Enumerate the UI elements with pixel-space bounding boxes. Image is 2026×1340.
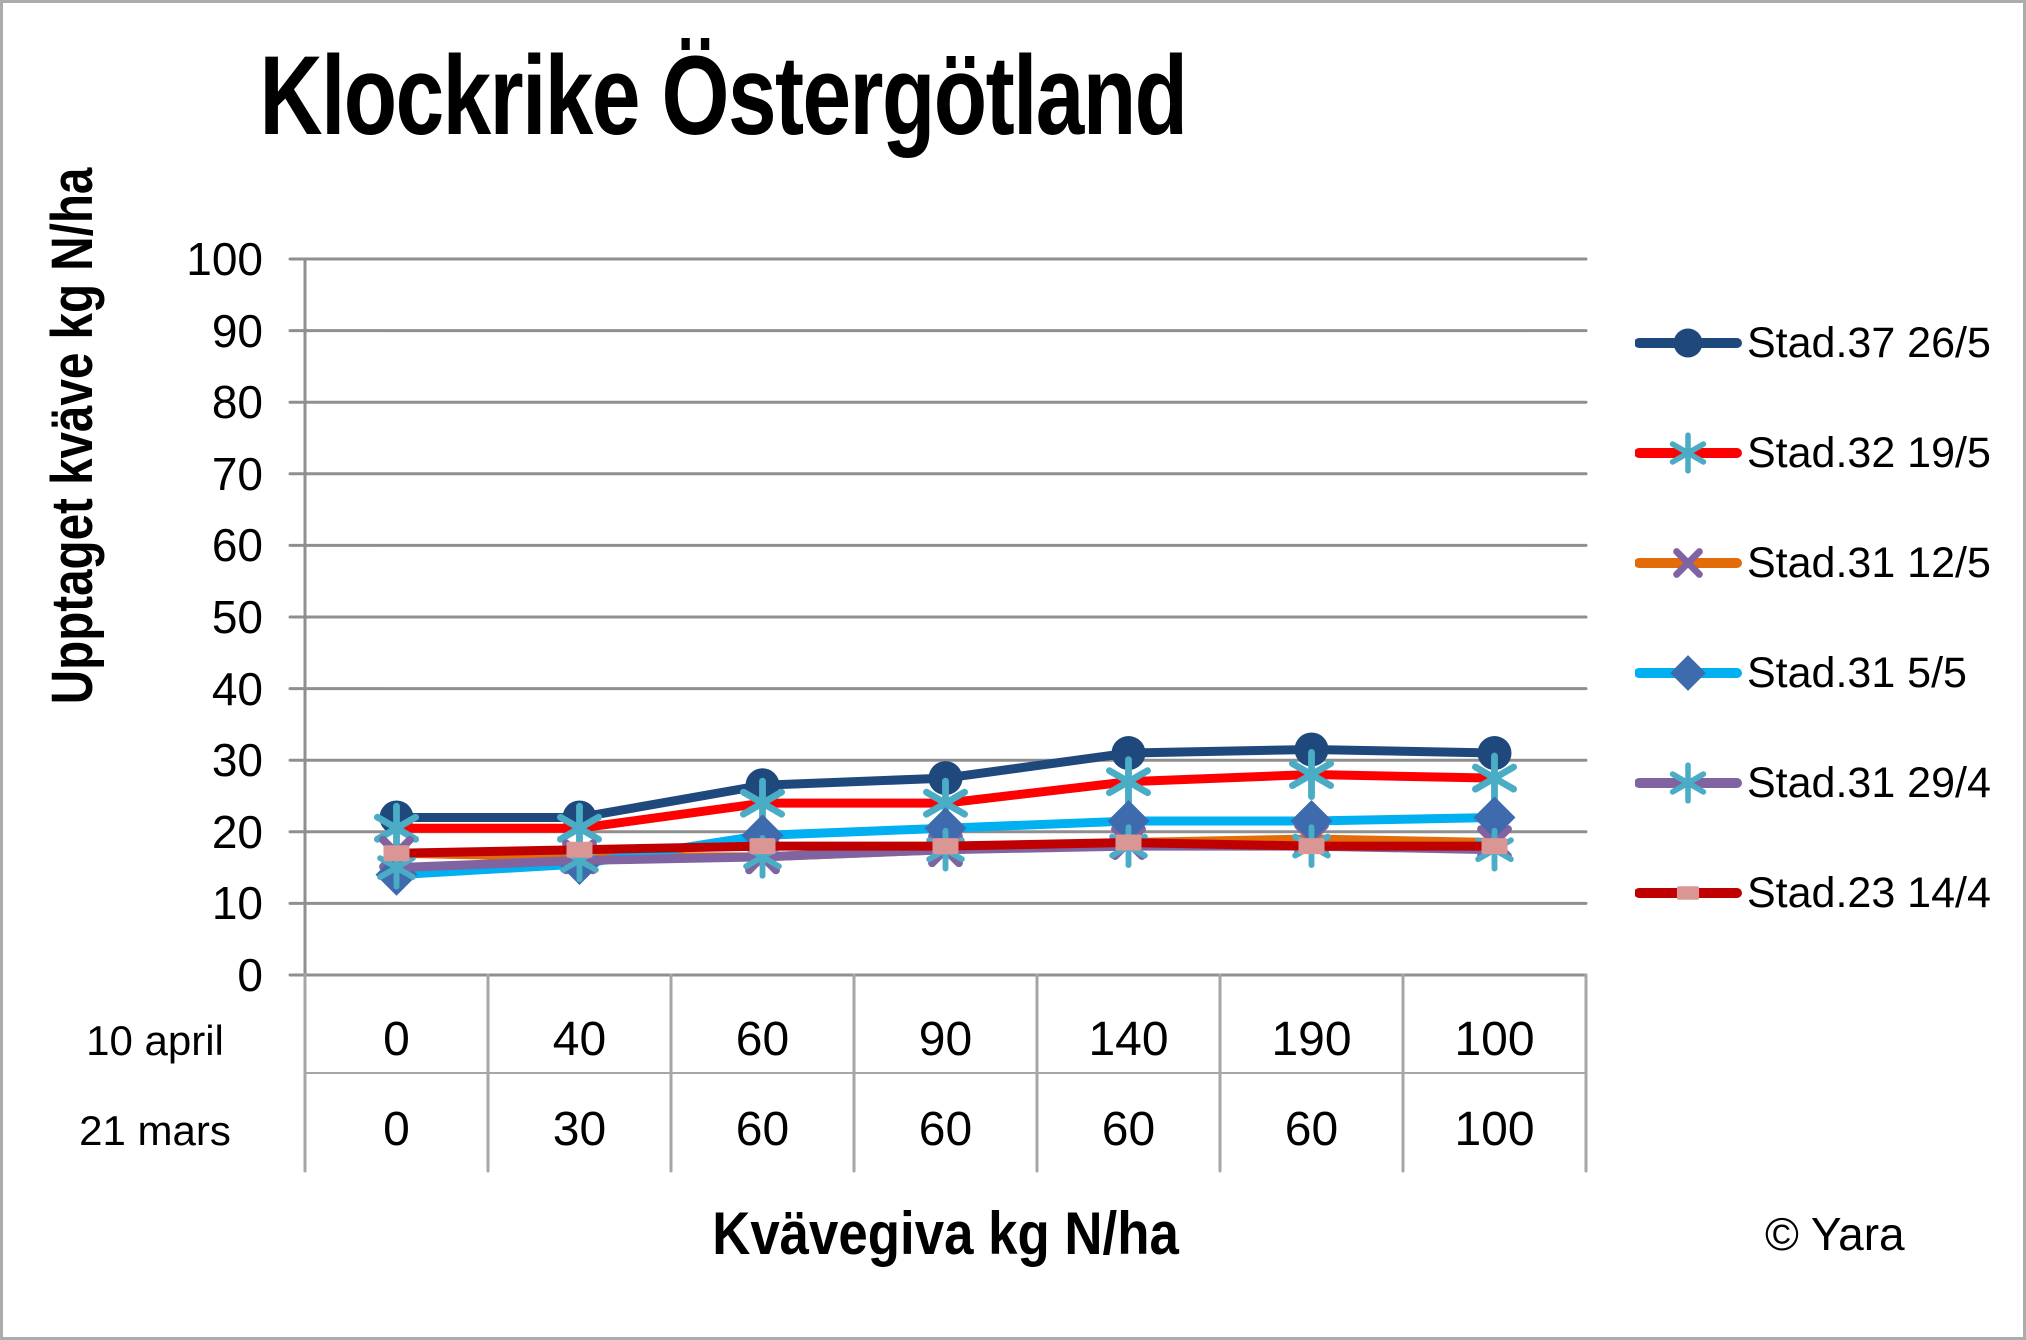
legend-item-1: Stad.32 19/5	[1635, 427, 1991, 479]
legend-key-diamond-icon	[1635, 655, 1742, 691]
data-point-marker	[1288, 749, 1335, 800]
table-row-label-10-april: 10 april	[86, 1017, 224, 1064]
legend-key-star6-icon	[1635, 762, 1742, 804]
table-cell-r0-c2: 60	[735, 1013, 790, 1066]
data-point-marker	[566, 841, 593, 858]
data-point-marker	[1473, 796, 1516, 839]
table-cell-r1-c3: 60	[918, 1103, 973, 1156]
table-cell-r0-c3: 90	[918, 1013, 973, 1066]
legend-key-marker	[1669, 432, 1707, 474]
plot-area	[288, 257, 1588, 1173]
legend-key-x-icon	[1635, 548, 1742, 578]
legend-key-marker	[1669, 762, 1707, 804]
y-tick-label-0: 0	[237, 949, 263, 1001]
data-point-marker	[1105, 756, 1152, 808]
data-point-marker	[1298, 838, 1325, 855]
legend-key-circle-icon	[1635, 328, 1742, 358]
table-cell-r1-c5: 60	[1284, 1103, 1339, 1156]
table-row-label-21-mars: 21 mars	[79, 1107, 231, 1154]
y-tick-label-90: 90	[211, 304, 263, 357]
legend-label: Stad.37 26/5	[1747, 318, 1991, 367]
legend-item-0: Stad.37 26/5	[1635, 317, 1991, 369]
table-cell-r0-c5: 190	[1271, 1013, 1352, 1066]
legend-key-marker	[1673, 328, 1703, 358]
table-cell-r1-c1: 30	[552, 1103, 607, 1156]
y-tick-label-100: 100	[186, 233, 263, 285]
data-point-marker	[1115, 834, 1142, 851]
legend-item-5: Stad.23 14/4	[1635, 867, 1991, 919]
legend-key-marker	[1676, 886, 1700, 900]
y-tick-label-60: 60	[211, 519, 263, 572]
legend-key-marker	[1673, 548, 1703, 578]
legend-key-star6-icon	[1635, 432, 1742, 474]
legend-key-marker	[1670, 655, 1706, 691]
data-point-marker	[1481, 838, 1508, 855]
data-point-marker	[373, 802, 420, 854]
table-cell-r1-c4: 60	[1101, 1103, 1156, 1156]
table-cell-r1-c2: 60	[735, 1103, 790, 1156]
legend-label: Stad.31 12/5	[1747, 538, 1991, 587]
y-tick-label-80: 80	[211, 376, 263, 429]
y-tick-label-50: 50	[211, 591, 263, 643]
data-point-marker	[749, 838, 776, 855]
y-tick-label-70: 70	[211, 447, 263, 500]
y-tick-label-40: 40	[211, 662, 263, 715]
data-point-marker	[932, 838, 959, 855]
y-tick-label-10: 10	[211, 877, 263, 930]
legend-label: Stad.31 29/4	[1747, 758, 1991, 807]
data-point-marker	[383, 845, 410, 862]
table-cell-r0-c6: 100	[1454, 1013, 1535, 1066]
data-point-marker	[1471, 752, 1518, 804]
legend-label: Stad.31 5/5	[1747, 648, 1967, 697]
legend-item-3: Stad.31 5/5	[1635, 647, 1967, 699]
chart-title: Klockrike Östergötland	[259, 33, 1188, 158]
copyright-label: © Yara	[1765, 1208, 1905, 1260]
legend-item-4: Stad.31 29/4	[1635, 757, 1991, 809]
y-tick-label-20: 20	[211, 805, 263, 858]
y-tick-label-30: 30	[211, 734, 263, 787]
table-cell-r1-c6: 100	[1454, 1103, 1535, 1156]
table-cell-r0-c1: 40	[552, 1013, 607, 1066]
x-axis-title: Kvävegiva kg N/ha	[712, 1200, 1179, 1267]
table-cell-r0-c4: 140	[1088, 1013, 1169, 1066]
legend-label: Stad.23 14/4	[1747, 868, 1991, 917]
legend-key-square-icon	[1635, 886, 1742, 900]
legend-label: Stad.32 19/5	[1747, 428, 1991, 477]
data-point-marker	[1290, 800, 1333, 843]
legend-item-2: Stad.31 12/5	[1635, 537, 1991, 589]
table-cell-r1-c0: 0	[383, 1103, 410, 1156]
table-cell-r0-c0: 0	[383, 1013, 410, 1066]
data-point-marker	[1107, 800, 1150, 843]
data-point-marker	[1111, 736, 1146, 771]
